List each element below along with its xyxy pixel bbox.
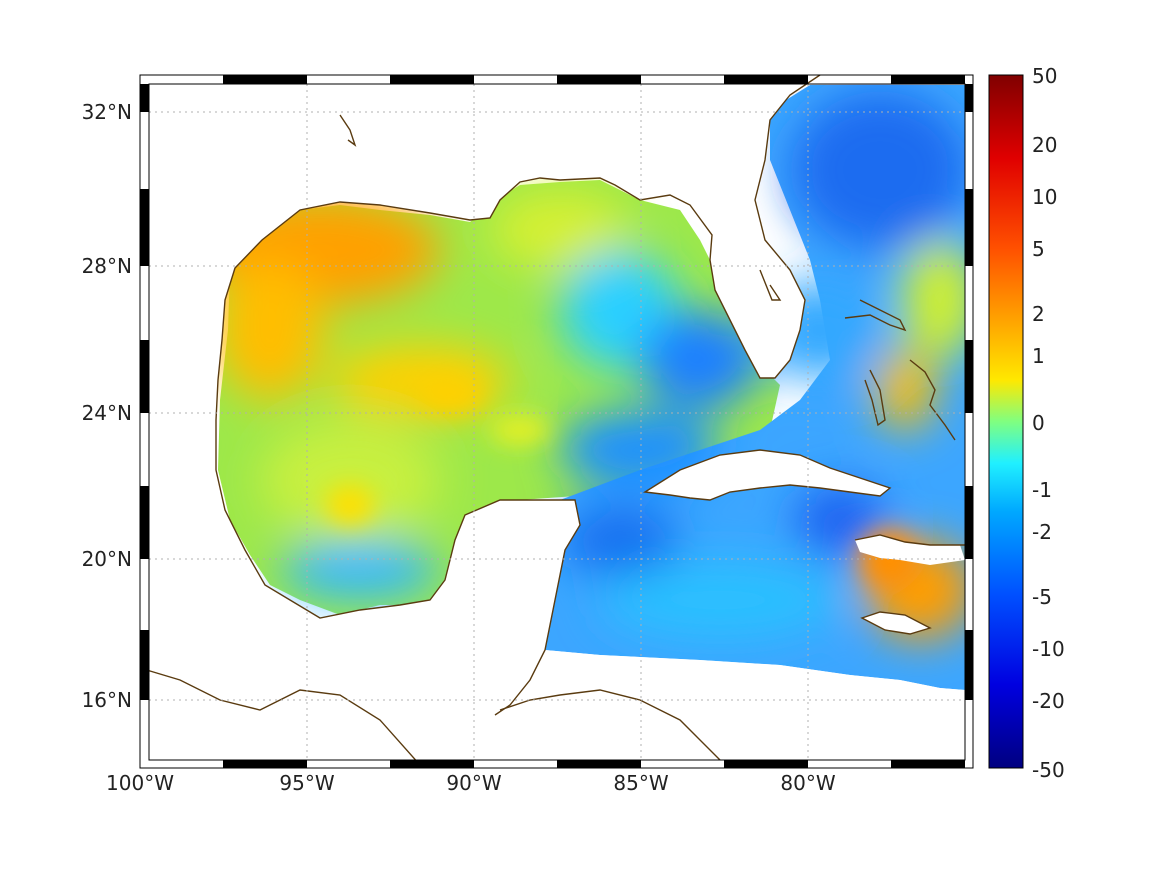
lat-tick-32n: 32°N [82, 100, 132, 124]
colorbar-tick-label: 10 [1032, 185, 1057, 209]
colorbar-tick-label: 0 [1032, 411, 1045, 435]
lon-tick-90w: 90°W [446, 771, 501, 795]
graticule [149, 84, 965, 760]
lon-tick-95w: 95°W [279, 771, 334, 795]
lat-tick-16n: 16°N [82, 688, 132, 712]
lat-tick-20n: 20°N [82, 547, 132, 571]
colorbar-tick-label: 5 [1032, 237, 1045, 261]
lon-tick-80w: 80°W [780, 771, 835, 795]
colorbar-tick-label: -5 [1032, 585, 1052, 609]
colorbar-tick-label: -20 [1032, 689, 1065, 713]
ocean-field [149, 84, 965, 760]
colorbar-tick-label: -2 [1032, 520, 1052, 544]
colorbar-tick-label: -10 [1032, 637, 1065, 661]
lon-tick-labels: 100°W 95°W 90°W 85°W 80°W [106, 771, 836, 795]
colorbar-tick-label: -50 [1032, 758, 1065, 782]
colorbar-tick-label: 1 [1032, 344, 1045, 368]
lat-tick-labels: 32°N 28°N 24°N 20°N 16°N [82, 100, 132, 712]
land-mask [149, 84, 965, 760]
map-frame [139, 74, 974, 769]
colorbar-tick-label: 2 [1032, 302, 1045, 326]
colorbar-gradient [988, 74, 1024, 769]
coastlines [139, 74, 965, 766]
colorbar-tick-label: 20 [1032, 133, 1057, 157]
lon-tick-100w: 100°W [106, 771, 174, 795]
colorbar-tick-label: 50 [1032, 64, 1057, 88]
colorbar-tick-label: -1 [1032, 478, 1052, 502]
lon-tick-85w: 85°W [613, 771, 668, 795]
lat-tick-24n: 24°N [82, 401, 132, 425]
lat-tick-28n: 28°N [82, 254, 132, 278]
